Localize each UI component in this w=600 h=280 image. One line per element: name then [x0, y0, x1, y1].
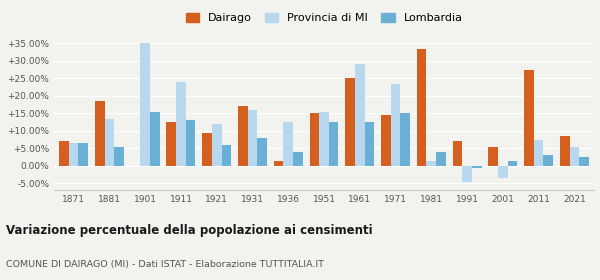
Bar — [345, 78, 355, 166]
Bar — [498, 166, 508, 178]
Bar — [257, 138, 267, 166]
Bar — [186, 120, 196, 166]
Bar — [104, 119, 114, 166]
Bar — [69, 143, 79, 166]
Text: Variazione percentuale della popolazione ai censimenti: Variazione percentuale della popolazione… — [6, 224, 373, 237]
Bar — [212, 124, 221, 166]
Bar — [79, 143, 88, 166]
Bar — [293, 152, 303, 166]
Bar — [150, 112, 160, 166]
Bar — [310, 113, 319, 166]
Bar — [579, 157, 589, 166]
Bar — [524, 70, 534, 166]
Bar — [488, 147, 498, 166]
Bar — [202, 133, 212, 166]
Bar — [452, 141, 462, 166]
Legend: Dairago, Provincia di MI, Lombardia: Dairago, Provincia di MI, Lombardia — [181, 8, 467, 28]
Bar — [365, 122, 374, 166]
Bar — [95, 101, 104, 166]
Bar — [274, 161, 283, 166]
Bar — [508, 161, 517, 166]
Bar — [400, 113, 410, 166]
Bar — [114, 147, 124, 166]
Bar — [462, 166, 472, 182]
Bar — [427, 161, 436, 166]
Bar — [221, 145, 231, 166]
Bar — [569, 147, 579, 166]
Bar — [166, 122, 176, 166]
Bar — [283, 122, 293, 166]
Bar — [248, 110, 257, 166]
Bar — [417, 49, 427, 166]
Bar — [534, 140, 544, 166]
Bar — [472, 166, 482, 168]
Bar — [544, 155, 553, 166]
Bar — [436, 152, 446, 166]
Bar — [381, 115, 391, 166]
Bar — [319, 112, 329, 166]
Bar — [238, 106, 248, 166]
Bar — [329, 122, 338, 166]
Bar — [176, 82, 186, 166]
Bar — [560, 136, 569, 166]
Bar — [140, 43, 150, 166]
Text: COMUNE DI DAIRAGO (MI) - Dati ISTAT - Elaborazione TUTTITALIA.IT: COMUNE DI DAIRAGO (MI) - Dati ISTAT - El… — [6, 260, 324, 269]
Bar — [391, 84, 400, 166]
Bar — [355, 64, 365, 166]
Bar — [59, 141, 69, 166]
